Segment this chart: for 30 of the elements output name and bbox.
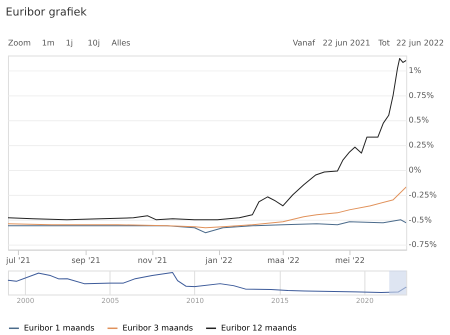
y-tick-label: 0.5% <box>408 116 430 125</box>
y-tick-label: 0% <box>408 165 422 174</box>
text: 1j <box>66 38 73 48</box>
x-tick-label: nov '21 <box>138 256 168 266</box>
x-tick-label: jul '21 <box>5 256 30 266</box>
y-tick-label: -0.25% <box>408 190 438 200</box>
y-tick-label: -0.75% <box>408 240 438 250</box>
text: 10j <box>88 38 100 48</box>
y-tick-label: -0.5% <box>408 215 432 224</box>
y-tick-label: 0.25% <box>408 140 434 150</box>
line-series <box>8 58 406 220</box>
text: Vanaf <box>292 38 316 48</box>
y-tick-label: 0.75% <box>408 90 434 100</box>
chart-title: Euribor grafiek <box>6 6 88 19</box>
x-tick-label: mei '22 <box>335 256 365 266</box>
text: 22 jun 2021 <box>322 38 370 48</box>
legend-label: Euribor 3 maands <box>122 323 194 332</box>
text: Tot <box>377 38 390 48</box>
text: 22 jun 2022 <box>396 38 444 48</box>
line-series <box>8 186 406 228</box>
x-tick-label: jan '22 <box>204 256 233 266</box>
line-series <box>8 219 406 234</box>
x-tick-label: sep '21 <box>71 256 100 266</box>
text: 1m <box>42 38 55 48</box>
text: Zoom <box>8 38 32 48</box>
y-tick-label: 1% <box>408 66 422 75</box>
x-tick-label: maa '22 <box>267 256 300 266</box>
text: Alles <box>112 38 130 48</box>
legend-label: Euribor 12 maands <box>221 323 297 332</box>
legend-label: Euribor 1 maands <box>24 323 94 332</box>
